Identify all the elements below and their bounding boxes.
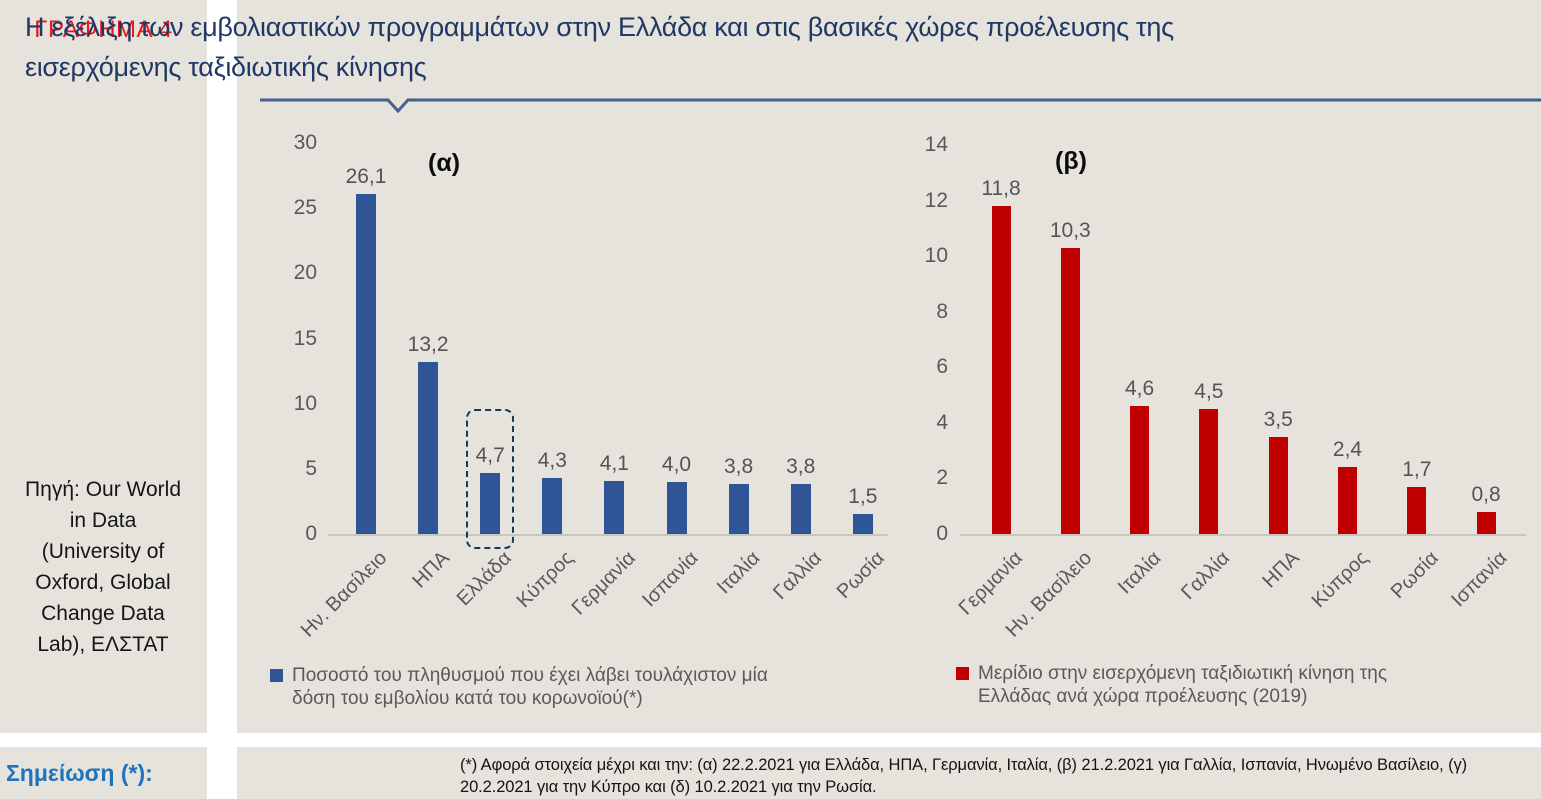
bar: [991, 206, 1011, 534]
y-tick-label: 4: [936, 410, 948, 434]
x-category-label: ΗΠΑ: [1258, 547, 1304, 593]
bar: [1268, 437, 1288, 534]
y-tick-label: 25: [293, 196, 317, 220]
x-category-label: Ισπανία: [637, 547, 703, 612]
y-tick-label: 14: [924, 133, 948, 156]
y-tick-label: 6: [936, 355, 948, 379]
bar: [1130, 406, 1150, 534]
bar: [1060, 248, 1080, 534]
bar: [852, 514, 873, 534]
bar-value-label: 1,5: [848, 485, 878, 508]
bar-value-label: 4,0: [661, 453, 692, 476]
bar: [728, 484, 749, 534]
x-axis-line: [960, 534, 1526, 536]
bar-value-label: 11,8: [981, 177, 1021, 200]
bar-value-label: 3,8: [723, 455, 754, 478]
footnote-line-1: (*) Αφορά στοιχεία μέχρι και την: (α) 22…: [460, 756, 1468, 774]
x-category-label: Ην. Βασίλειο: [296, 547, 392, 642]
bar-value-label: 4,5: [1194, 380, 1224, 403]
note-panel: (*) Αφορά στοιχεία μέχρι και την: (α) 22…: [237, 747, 1541, 799]
y-tick-label: 20: [293, 261, 317, 285]
legend-marker-square: [270, 669, 283, 682]
x-category-label: Γερμανία: [954, 547, 1027, 620]
y-tick-label: 10: [293, 391, 317, 415]
x-axis-line: [328, 534, 888, 536]
legend-marker-square: [956, 667, 969, 680]
source-attribution: Πηγή: Our World in Data (University of O…: [25, 478, 181, 656]
x-category-label: ΗΠΑ: [408, 547, 454, 593]
y-tick-label: 5: [305, 456, 317, 480]
x-category-label: Ελλάδα: [452, 547, 516, 611]
bar-value-label: 4,3: [537, 449, 567, 472]
bar: [542, 478, 563, 534]
note-label: Σημείωση (*):: [6, 760, 153, 786]
y-tick-label: 8: [936, 299, 948, 323]
figure-number-label: ΓΡΑΦΗΜΑ 4: [34, 16, 173, 43]
x-category-label: Ιταλία: [712, 547, 765, 599]
bar: [480, 473, 501, 534]
title-divider-line: [260, 98, 1541, 114]
x-category-label: Ισπανία: [1447, 547, 1512, 612]
panel-label: (β): [1055, 147, 1087, 175]
bar: [356, 194, 376, 534]
y-tick-label: 10: [924, 244, 948, 268]
bar: [1476, 512, 1496, 534]
legend-label: Ποσοστό του πληθυσμού που έχει λάβει του…: [292, 665, 768, 709]
bar: [666, 482, 687, 534]
x-category-label: Ρωσία: [832, 547, 889, 604]
chart-title-line-2: εισερχόμενης ταξιδιωτικής κίνησης: [25, 52, 427, 82]
bar-value-label: 3,5: [1263, 408, 1293, 431]
bar-value-label: 4,6: [1124, 377, 1155, 400]
bar-value-label: 26,1: [345, 165, 387, 188]
bar-value-label: 3,8: [786, 455, 816, 478]
left-sidebar: ΓΡΑΦΗΜΑ 4 Πηγή: Our World in Data (Unive…: [0, 0, 207, 733]
y-tick-label: 12: [924, 188, 948, 212]
y-tick-label: 2: [936, 466, 948, 490]
bar: [1407, 487, 1427, 534]
y-tick-label: 0: [936, 522, 948, 545]
bar: [1338, 467, 1357, 534]
bar-value-label: 13,2: [407, 333, 449, 356]
bar: [604, 481, 625, 534]
x-category-label: Ιταλία: [1113, 547, 1166, 599]
bar-value-label: 0,8: [1471, 483, 1501, 506]
bar-value-label: 10,3: [1049, 219, 1091, 242]
bar-value-label: 2,4: [1332, 438, 1363, 461]
bar: [790, 484, 811, 534]
footnote-line-2: 20.2.2021 για την Κύπρο και (δ) 10.2.202…: [460, 778, 877, 796]
legend-label: Μερίδιο στην εισερχόμενη ταξιδιωτική κίν…: [978, 663, 1388, 707]
note-label-panel: Σημείωση (*):: [0, 747, 207, 799]
bar: [418, 362, 439, 534]
y-tick-label: 0: [305, 522, 317, 545]
chart-area-panel: [237, 0, 1541, 733]
bar-value-label: 1,7: [1402, 458, 1432, 481]
highlight-dashed-box: [466, 409, 515, 549]
x-category-label: Κύπρος: [1307, 547, 1374, 613]
x-category-label: Ρωσία: [1386, 547, 1443, 604]
chart-title-line-1: Η εξέλιξη των εμβολιαστικών προγραμμάτων…: [25, 12, 1174, 42]
bar-value-label: 4,1: [599, 452, 629, 475]
legend: Μερίδιο στην εισερχόμενη ταξιδιωτική κίν…: [956, 662, 1426, 708]
y-tick-label: 30: [293, 131, 317, 154]
bar: [1199, 409, 1219, 534]
x-category-label: Γερμανία: [567, 547, 640, 620]
y-tick-label: 15: [293, 326, 317, 350]
x-category-label: Γαλλία: [1177, 547, 1235, 604]
x-category-label: Γαλλία: [769, 547, 827, 604]
legend: Ποσοστό του πληθυσμού που έχει λάβει του…: [270, 664, 775, 710]
bar-value-label: 4,7: [475, 444, 505, 467]
panel-label: (α): [428, 149, 461, 177]
